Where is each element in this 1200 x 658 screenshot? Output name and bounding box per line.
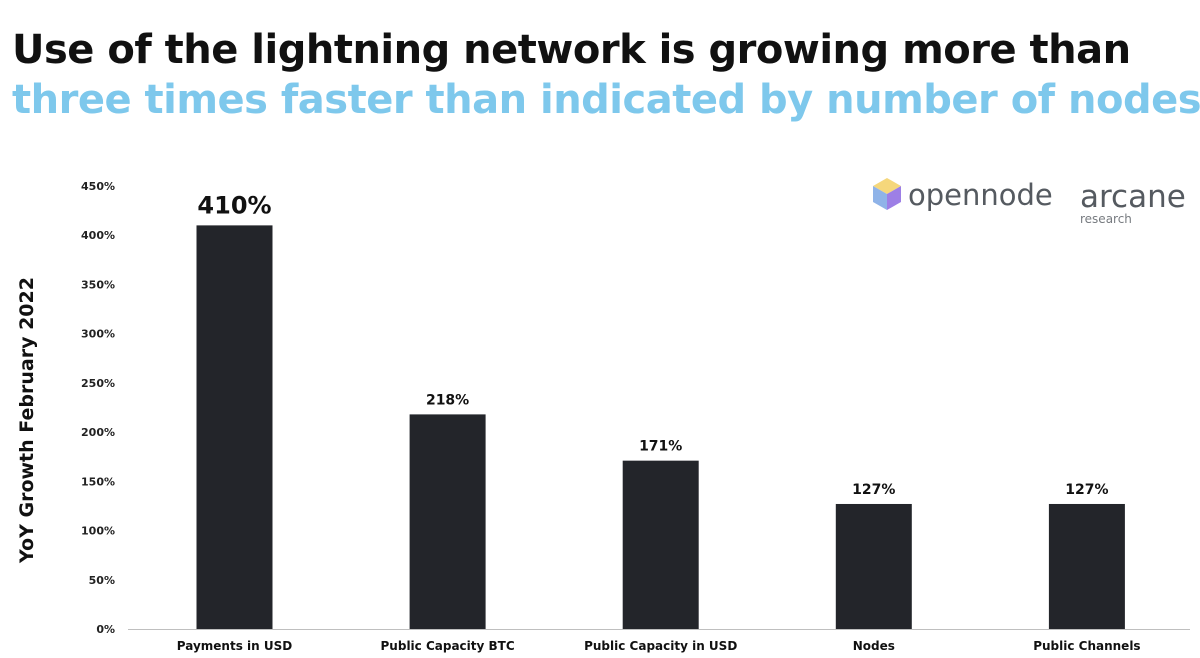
y-tick-label: 350% xyxy=(81,278,115,291)
title-line-1: Use of the lightning network is growing … xyxy=(12,27,1131,73)
y-tick-label: 100% xyxy=(81,525,115,538)
bar xyxy=(196,225,273,629)
opennode-wordmark: opennode xyxy=(908,178,1053,212)
bar xyxy=(409,414,486,629)
bar xyxy=(622,460,699,629)
y-tick-label: 300% xyxy=(81,328,115,341)
y-axis-label: YoY Growth February 2022 xyxy=(16,277,38,564)
logos: opennode arcane research xyxy=(873,178,1186,226)
y-tick-label: 0% xyxy=(96,623,115,636)
bar xyxy=(835,503,912,629)
y-tick-label: 250% xyxy=(81,377,115,390)
x-tick-label: Nodes xyxy=(853,639,895,653)
y-tick-label: 150% xyxy=(81,475,115,488)
x-tick-label: Public Channels xyxy=(1033,639,1140,653)
data-label: 410% xyxy=(197,191,271,219)
x-tick-label: Public Capacity in USD xyxy=(584,639,737,653)
y-tick-label: 200% xyxy=(81,426,115,439)
y-tick-label: 50% xyxy=(89,574,115,587)
data-label: 171% xyxy=(639,439,682,455)
data-label: 218% xyxy=(426,392,469,408)
opennode-logo-icon xyxy=(873,178,901,210)
x-tick-label: Payments in USD xyxy=(177,639,292,653)
arcane-research-label: research xyxy=(1080,212,1132,226)
y-tick-label: 450% xyxy=(81,180,115,193)
bar xyxy=(1048,503,1125,629)
y-tick-label: 400% xyxy=(81,229,115,242)
data-label: 127% xyxy=(1065,482,1108,498)
title-line-2: three times faster than indicated by num… xyxy=(12,77,1200,123)
x-tick-label: Public Capacity BTC xyxy=(381,639,515,653)
data-label: 127% xyxy=(852,482,895,498)
arcane-wordmark: arcane xyxy=(1080,179,1186,215)
